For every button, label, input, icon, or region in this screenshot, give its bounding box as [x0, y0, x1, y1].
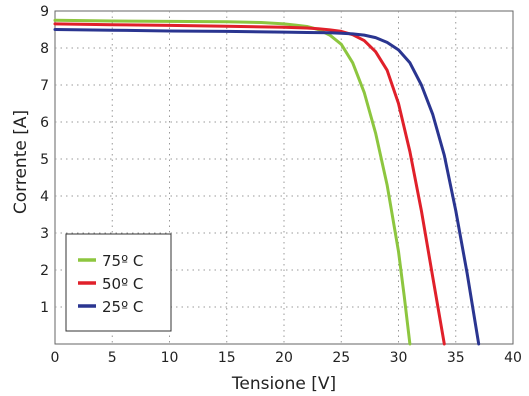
x-tick-label: 0	[51, 350, 60, 366]
y-tick-label: 1	[40, 300, 49, 316]
y-axis-label: Corrente [A]	[11, 110, 31, 214]
y-tick-labels: 1 2 3 4 5 6 7 8 9	[40, 4, 49, 316]
x-tick-label: 15	[218, 350, 236, 366]
y-tick-label: 4	[40, 189, 49, 205]
grid	[55, 11, 513, 344]
legend-label: 25º C	[102, 298, 143, 316]
x-tick-label: 5	[108, 350, 117, 366]
x-axis-label: Tensione [V]	[231, 374, 336, 394]
x-tick-label: 20	[275, 350, 293, 366]
series-group	[53, 18, 481, 346]
x-tick-labels: 0 5 10 15 20 25 30 35 40	[51, 350, 522, 366]
legend: 75º C 50º C 25º C	[65, 233, 172, 332]
legend-label: 75º C	[102, 252, 143, 270]
x-tick-label: 35	[447, 350, 465, 366]
x-tick-label: 30	[390, 350, 408, 366]
y-tick-label: 8	[40, 41, 49, 57]
y-tick-label: 7	[40, 78, 49, 94]
x-tick-label: 40	[504, 350, 522, 366]
series-line	[53, 28, 481, 346]
legend-label: 50º C	[102, 275, 143, 293]
y-tick-label: 9	[40, 4, 49, 20]
y-tick-label: 3	[40, 226, 49, 242]
y-tick-label: 6	[40, 115, 49, 131]
y-tick-label: 2	[40, 263, 49, 279]
x-tick-label: 10	[161, 350, 179, 366]
x-tick-label: 25	[332, 350, 350, 366]
y-tick-label: 5	[40, 152, 49, 168]
